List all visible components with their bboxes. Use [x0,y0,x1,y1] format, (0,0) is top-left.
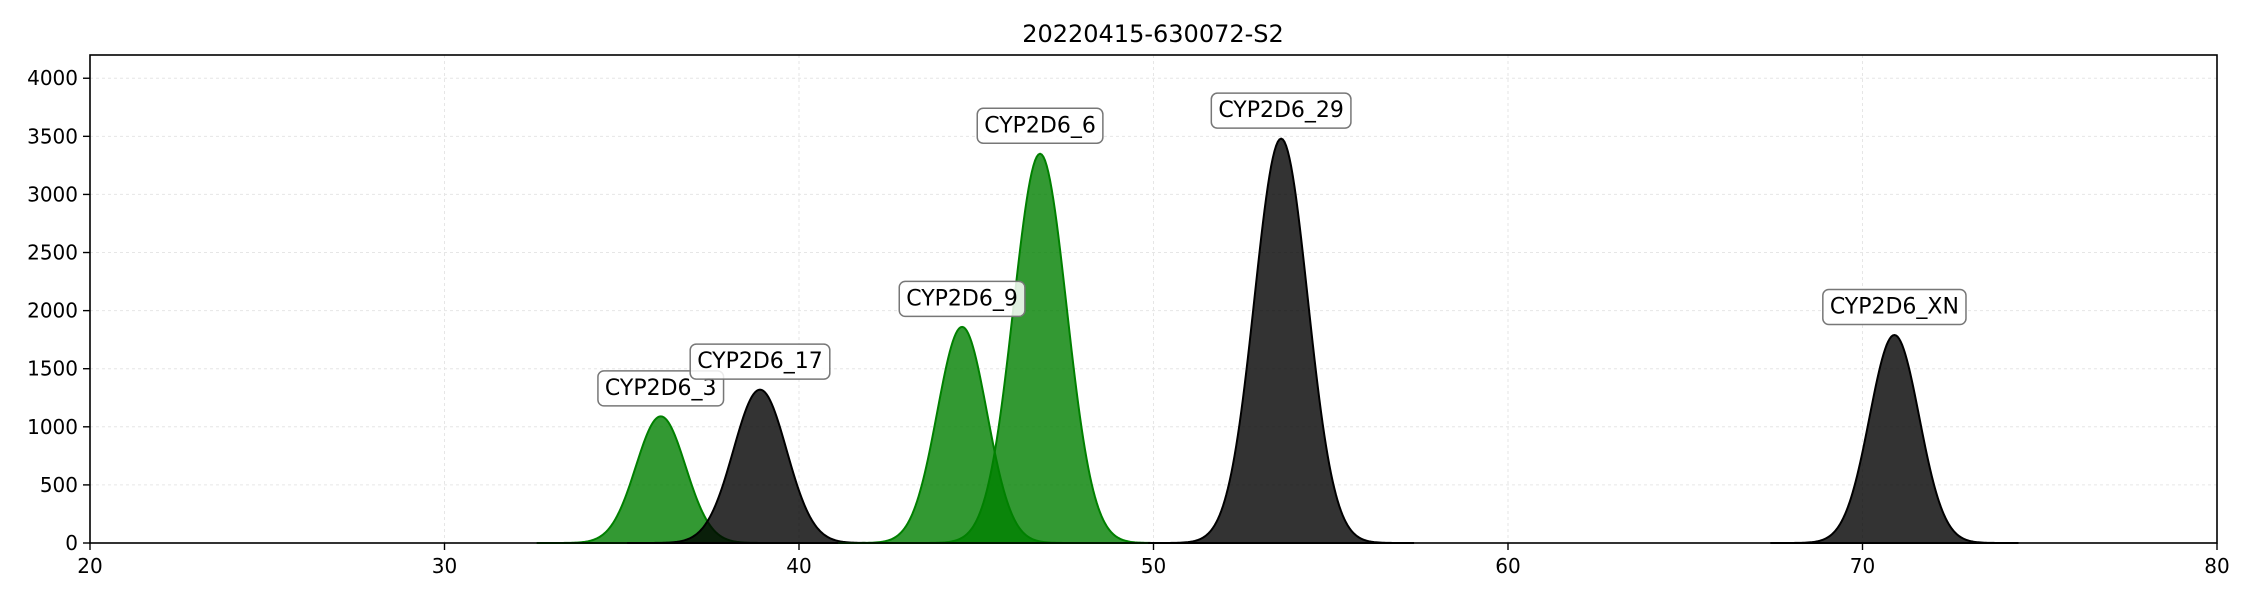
peak-label-text: CYP2D6_XN [1830,295,1959,320]
peak-label-text: CYP2D6_3 [605,376,717,401]
peak-label-text: CYP2D6_6 [984,113,1096,138]
peak-label-text: CYP2D6_9 [906,286,1018,311]
y-tick-label: 1500 [27,357,78,381]
peak-CYP2D6_29 [1148,137,1415,544]
x-axis: 20 30 40 50 60 70 80 [77,543,2230,578]
peak-label-box [1822,288,1967,326]
peak-label-CYP2D6_29: CYP2D6_29 [1210,92,1352,129]
peak-label-box [1210,92,1352,129]
peak-label-box [689,343,831,380]
y-tick-label: 3000 [27,182,78,206]
x-tick-label: 60 [1495,554,1520,578]
x-tick-label: 70 [1850,554,1875,578]
y-tick-label: 500 [40,473,78,497]
grid-lines [89,55,2218,544]
y-axis: 0 500 1000 1500 2000 2500 3000 3500 4000 [27,66,90,555]
x-tick-label: 30 [432,554,457,578]
peak-label-text: CYP2D6_29 [1218,98,1344,123]
x-tick-label: 80 [2204,554,2229,578]
y-tick-label: 4000 [27,66,78,90]
peak-label-CYP2D6_3: CYP2D6_3 [597,370,725,407]
y-tick-label: 1000 [27,415,78,439]
peak-CYP2D6_XN [1770,333,2019,544]
peak-label-CYP2D6_6: CYP2D6_6 [976,107,1104,145]
peak-areas [536,137,2019,544]
x-tick-label: 40 [786,554,811,578]
peak-label-CYP2D6_17: CYP2D6_17 [689,343,831,380]
x-tick-label: 50 [1141,554,1166,578]
peak-label-box [898,280,1026,318]
y-tick-label: 2500 [27,241,78,265]
peak-label-text: CYP2D6_17 [697,349,823,374]
peak-label-CYP2D6_9: CYP2D6_9 [898,280,1026,318]
chart-title: 20220415-630072-S2 [1022,20,1284,48]
peak-CYP2D6_6 [907,152,1173,544]
peak-label-box [976,107,1104,145]
x-tick-label: 20 [77,554,102,578]
y-tick-label: 3500 [27,124,78,148]
peak-label-CYP2D6_XN: CYP2D6_XN [1822,288,1967,326]
y-tick-label: 0 [65,531,78,555]
y-tick-label: 2000 [27,299,78,323]
peak-label-box [597,370,725,407]
